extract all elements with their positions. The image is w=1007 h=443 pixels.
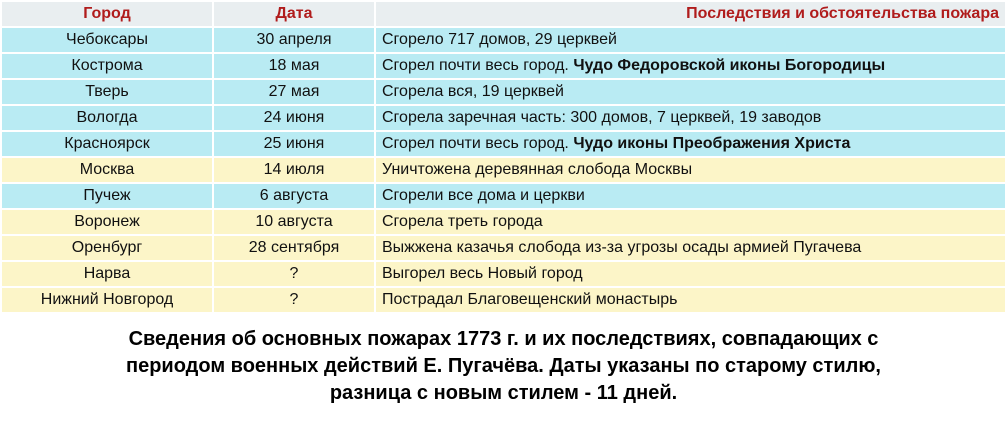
header-row: Город Дата Последствия и обстоятельства …	[0, 0, 1007, 28]
description-cell: Сгорел почти весь город. Чудо иконы Прео…	[374, 130, 1007, 158]
caption: Сведения об основных пожарах 1773 г. и и…	[0, 326, 1007, 407]
city-cell: Нижний Новгород	[0, 286, 214, 314]
description-cell: Сгорела треть города	[374, 208, 1007, 236]
table-row: Тверь 27 мая Сгорела вся, 19 церквей	[0, 78, 1007, 106]
description-text: Сгорели все дома и церкви	[382, 187, 585, 204]
caption-line: периодом военных действий Е. Пугачёва. Д…	[126, 355, 881, 377]
description-cell: Выжжена казачья слобода из-за угрозы оса…	[374, 234, 1007, 262]
date-cell: 28 сентября	[212, 234, 376, 262]
city-cell: Красноярск	[0, 130, 214, 158]
description-text: Сгорела вся, 19 церквей	[382, 83, 564, 100]
table-body: Чебоксары 30 апреля Сгорело 717 домов, 29 …	[0, 26, 1007, 314]
description-emphasis: Чудо Федоровской иконы Богородицы	[573, 57, 886, 74]
table-row: Нижний Новгород? Пострадал Благовещенский…	[0, 286, 1007, 314]
header-cell: Последствия и обстоятельства пожара	[374, 0, 1007, 28]
date-cell: 18 мая	[212, 52, 376, 80]
description-cell: Сгорела заречная часть: 300 домов, 7 цер…	[374, 104, 1007, 132]
city-cell: Оренбург	[0, 234, 214, 262]
city-cell: Тверь	[0, 78, 214, 106]
description-text: Сгорел почти весь город.	[382, 57, 569, 74]
date-cell: 14 июля	[212, 156, 376, 184]
description-text: Сгорела треть города	[382, 213, 543, 230]
table-row: Москва 14 июля Уничтожена деревянная слобо…	[0, 156, 1007, 184]
description-text: Уничтожена деревянная слобода Москвы	[382, 161, 693, 178]
description-text: Пострадал Благовещенский монастырь	[382, 291, 678, 308]
header-cell: Город	[0, 0, 214, 28]
table-row: Вологда 24 июня Сгорела заречная часть: 30…	[0, 104, 1007, 132]
description-text: Сгорело 717 домов, 29 церквей	[382, 31, 617, 48]
description-cell: Сгорело 717 домов, 29 церквей	[374, 26, 1007, 54]
date-cell: ?	[212, 286, 376, 314]
description-cell: Выгорел весь Новый город	[374, 260, 1007, 288]
caption-line: разница с новым стилем - 11 дней.	[329, 382, 678, 404]
caption-line: Сведения об основных пожарах 1773 г. и и…	[128, 328, 879, 350]
description-text: Сгорел почти весь город.	[382, 135, 569, 152]
city-cell: Кострома	[0, 52, 214, 80]
city-cell: Воронеж	[0, 208, 214, 236]
description-cell: Сгорели все дома и церкви	[374, 182, 1007, 210]
table-row: Пучеж 6 августа Сгорели все дома и церкви	[0, 182, 1007, 210]
table-row: Чебоксары 30 апреля Сгорело 717 домов, 29 …	[0, 26, 1007, 54]
description-text: Выгорел весь Новый город	[382, 265, 583, 282]
city-cell: Москва	[0, 156, 214, 184]
table-row: Нарва? Выгорел весь Новый город	[0, 260, 1007, 288]
description-cell: Пострадал Благовещенский монастырь	[374, 286, 1007, 314]
city-cell: Вологда	[0, 104, 214, 132]
city-cell: Чебоксары	[0, 26, 214, 54]
date-cell: 6 августа	[212, 182, 376, 210]
table-row: Кострома 18 мая Сгорел почти весь город. Ч…	[0, 52, 1007, 80]
fires-table: Город Дата Последствия и обстоятельства …	[0, 0, 1007, 314]
city-cell: Пучеж	[0, 182, 214, 210]
date-cell: 10 августа	[212, 208, 376, 236]
description-emphasis: Чудо иконы Преображения Христа	[573, 135, 851, 152]
description-cell: Сгорела вся, 19 церквей	[374, 78, 1007, 106]
table-row: Красноярск 25 июня Сгорел почти весь город…	[0, 130, 1007, 158]
city-cell: Нарва	[0, 260, 214, 288]
date-cell: 27 мая	[212, 78, 376, 106]
table-row: Оренбург 28 сентября Выжжена казачья слобо…	[0, 234, 1007, 262]
date-cell: 30 апреля	[212, 26, 376, 54]
description-cell: Сгорел почти весь город. Чудо Федоровско…	[374, 52, 1007, 80]
date-cell: 24 июня	[212, 104, 376, 132]
table-row: Воронеж 10 августа Сгорела треть города	[0, 208, 1007, 236]
date-cell: ?	[212, 260, 376, 288]
description-text: Сгорела заречная часть: 300 домов, 7 цер…	[382, 109, 822, 126]
description-cell: Уничтожена деревянная слобода Москвы	[374, 156, 1007, 184]
header-cell: Дата	[212, 0, 376, 28]
description-text: Выжжена казачья слобода из-за угрозы оса…	[382, 239, 862, 256]
date-cell: 25 июня	[212, 130, 376, 158]
